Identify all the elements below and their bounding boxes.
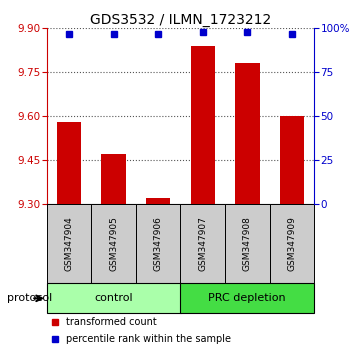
Text: PRC depletion: PRC depletion (208, 293, 286, 303)
Bar (270, 204, 314, 283)
Bar (101, 154, 126, 204)
Title: GDS3532 / ILMN_1723212: GDS3532 / ILMN_1723212 (90, 13, 271, 27)
Text: GSM347907: GSM347907 (198, 216, 207, 271)
Bar (47, 204, 91, 283)
Text: protocol: protocol (7, 293, 52, 303)
Bar (225, 204, 270, 283)
Text: GSM347908: GSM347908 (243, 216, 252, 271)
Bar (191, 46, 215, 204)
Bar (180, 204, 225, 283)
Text: GSM347906: GSM347906 (154, 216, 163, 271)
Text: control: control (95, 293, 133, 303)
Bar (47, 283, 180, 314)
Bar (57, 122, 82, 204)
Bar (91, 204, 136, 283)
Text: GSM347909: GSM347909 (287, 216, 296, 271)
Bar (136, 204, 180, 283)
Bar (146, 198, 170, 204)
Text: transformed count: transformed count (66, 317, 156, 327)
Text: GSM347905: GSM347905 (109, 216, 118, 271)
Bar (235, 63, 260, 204)
Text: GSM347904: GSM347904 (65, 216, 74, 271)
Text: percentile rank within the sample: percentile rank within the sample (66, 333, 231, 343)
Bar (279, 116, 304, 204)
Bar (180, 283, 314, 314)
